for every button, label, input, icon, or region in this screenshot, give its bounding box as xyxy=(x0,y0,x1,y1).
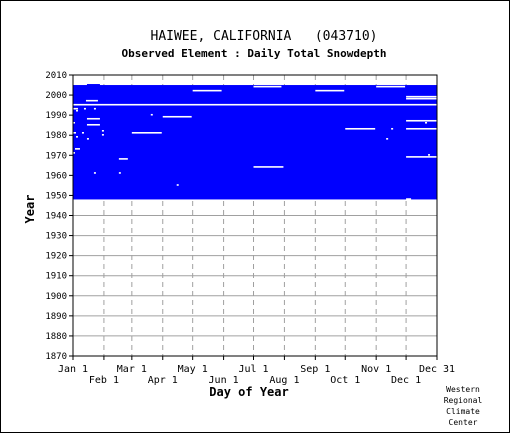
missing-data-mark xyxy=(101,129,104,132)
plot-border xyxy=(72,74,438,357)
chart-subtitle: Observed Element : Daily Total Snowdepth xyxy=(122,47,387,60)
missing-data-mark xyxy=(406,119,437,122)
missing-data-mark xyxy=(425,121,428,124)
x-tick-label: Aug 1 xyxy=(269,375,299,386)
missing-data-mark xyxy=(391,127,394,130)
missing-data-mark xyxy=(192,89,222,92)
x-tick-label: Sep 1 xyxy=(300,364,330,375)
missing-data-mark xyxy=(85,99,98,102)
data-coverage-block xyxy=(86,84,100,88)
missing-data-mark xyxy=(73,152,75,154)
missing-data-mark xyxy=(73,121,75,124)
missing-data-mark xyxy=(73,103,437,106)
x-tick-label: Jul 1 xyxy=(238,364,268,375)
x-tick-label: Apr 1 xyxy=(148,375,178,386)
x-axis-label: Day of Year xyxy=(209,385,288,399)
missing-data-mark xyxy=(253,166,284,168)
data-coverage-block xyxy=(73,85,437,200)
missing-data-mark xyxy=(86,117,100,120)
y-tick-label: 1890 xyxy=(45,312,67,322)
missing-data-mark xyxy=(81,132,84,134)
missing-data-mark xyxy=(73,132,76,134)
y-tick-label: 1870 xyxy=(45,352,67,362)
y-tick-label: 1900 xyxy=(45,292,67,302)
y-tick-label: 2000 xyxy=(45,91,67,101)
y-tick-label: 2010 xyxy=(45,71,67,81)
x-tick-label: Oct 1 xyxy=(330,375,360,386)
missing-data-mark xyxy=(93,172,96,174)
missing-data-mark xyxy=(150,113,153,116)
x-tick-label: Feb 1 xyxy=(89,375,119,386)
missing-data-mark xyxy=(406,156,437,158)
y-tick-label: 1940 xyxy=(45,212,67,222)
x-tick-label: Jan 1 xyxy=(58,364,88,375)
missing-data-mark xyxy=(376,85,406,88)
x-tick-label: Dec 31 xyxy=(419,364,455,375)
missing-data-mark xyxy=(118,158,128,160)
credit-line: Western xyxy=(446,385,480,394)
missing-data-mark xyxy=(162,115,192,118)
y-tick-label: 1970 xyxy=(45,151,67,161)
y-tick-label: 1950 xyxy=(45,191,67,201)
missing-data-mark xyxy=(428,154,431,156)
missing-data-mark xyxy=(74,148,80,150)
x-tick-label: Mar 1 xyxy=(117,364,147,375)
y-tick-label: 1960 xyxy=(45,171,67,181)
credit-line: Center xyxy=(448,418,478,427)
y-tick-label: 1880 xyxy=(45,332,67,342)
credit-block: Western Regional Climate Center xyxy=(433,384,493,428)
y-tick-label: 1930 xyxy=(45,232,67,242)
x-tick-label: May 1 xyxy=(178,364,208,375)
x-tick-label: Jun 1 xyxy=(209,375,239,386)
missing-data-mark xyxy=(86,138,89,140)
chart-title: HAIWEE, CALIFORNIA (043710) xyxy=(151,29,378,44)
missing-data-mark xyxy=(406,97,437,100)
y-axis-label: Year xyxy=(23,195,37,224)
y-tick-label: 1990 xyxy=(45,111,67,121)
y-tick-label: 1920 xyxy=(45,252,67,262)
x-tick-label: Nov 1 xyxy=(361,364,391,375)
missing-data-mark xyxy=(118,172,121,174)
missing-data-mark xyxy=(176,184,179,186)
plot-area: 1870 1880 1890 1900 1910 1920 1930 1940 1950 1960… xyxy=(45,71,455,386)
y-tick-label: 1980 xyxy=(45,131,67,141)
missing-data-mark xyxy=(406,198,412,200)
missing-data-mark xyxy=(315,89,345,92)
missing-data-mark xyxy=(75,109,78,112)
credit-line: Regional xyxy=(443,396,483,405)
missing-data-mark xyxy=(253,85,282,88)
missing-data-mark xyxy=(345,127,376,130)
missing-data-mark xyxy=(83,107,86,110)
missing-data-mark xyxy=(406,95,437,98)
missing-data-mark xyxy=(101,134,104,136)
y-tick-label: 1910 xyxy=(45,272,67,282)
missing-data-mark xyxy=(131,132,162,134)
missing-data-mark xyxy=(73,107,78,110)
missing-data-mark xyxy=(75,136,78,138)
missing-data-mark xyxy=(386,138,389,140)
missing-data-mark xyxy=(406,127,437,130)
credit-line: Climate xyxy=(446,407,480,416)
missing-data-mark xyxy=(93,107,96,110)
missing-data-mark xyxy=(86,123,100,126)
x-tick-label: Dec 1 xyxy=(391,375,421,386)
